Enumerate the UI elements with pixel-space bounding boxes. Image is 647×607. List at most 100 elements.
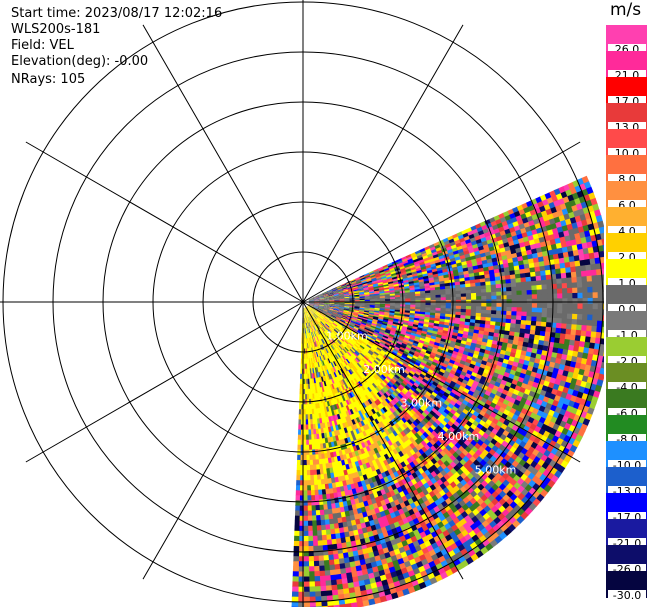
velocity-gate bbox=[357, 317, 363, 321]
velocity-gate bbox=[369, 326, 376, 331]
velocity-gate bbox=[546, 312, 553, 319]
velocity-gate bbox=[384, 269, 391, 273]
velocity-gate bbox=[558, 338, 566, 345]
velocity-gate bbox=[594, 209, 602, 218]
velocity-gate bbox=[488, 265, 495, 271]
velocity-gate bbox=[329, 304, 335, 306]
velocity-gate bbox=[434, 281, 441, 286]
velocity-gate bbox=[439, 368, 446, 374]
velocity-gate bbox=[414, 263, 421, 268]
velocity-gate bbox=[585, 264, 592, 272]
velocity-gate bbox=[323, 307, 329, 309]
velocity-gate bbox=[383, 316, 390, 320]
velocity-gate bbox=[455, 296, 462, 301]
velocity-gate bbox=[384, 332, 390, 336]
velocity-gate bbox=[328, 293, 334, 296]
velocity-gate bbox=[328, 292, 334, 295]
velocity-gate bbox=[384, 330, 391, 335]
velocity-gate bbox=[349, 295, 355, 297]
velocity-gate bbox=[318, 306, 324, 309]
velocity-gate bbox=[340, 320, 346, 324]
velocity-gate bbox=[395, 298, 401, 301]
velocity-gate bbox=[481, 306, 487, 311]
velocity-gate bbox=[548, 361, 556, 369]
velocity-gate bbox=[357, 316, 364, 320]
velocity-gate bbox=[445, 311, 452, 315]
velocity-gate bbox=[592, 303, 599, 310]
velocity-gate bbox=[308, 303, 315, 305]
velocity-gate bbox=[537, 251, 544, 259]
velocity-gate bbox=[540, 275, 547, 281]
velocity-gate bbox=[531, 294, 538, 300]
velocity-gate bbox=[561, 246, 569, 254]
velocity-gate bbox=[375, 272, 381, 277]
velocity-gate bbox=[323, 305, 330, 308]
velocity-gate bbox=[379, 292, 386, 296]
velocity-gate bbox=[382, 280, 389, 284]
velocity-gate bbox=[530, 325, 537, 331]
velocity-gate bbox=[555, 268, 562, 275]
velocity-gate bbox=[557, 348, 564, 355]
velocity-gate bbox=[559, 333, 566, 340]
velocity-gate bbox=[522, 259, 530, 266]
velocity-gate bbox=[358, 291, 365, 294]
velocity-gate bbox=[428, 343, 435, 348]
velocity-gate bbox=[337, 287, 343, 290]
velocity-gate bbox=[514, 327, 521, 334]
velocity-gate bbox=[422, 255, 429, 260]
velocity-gate bbox=[331, 315, 337, 319]
velocity-gate bbox=[353, 288, 359, 291]
velocity-gate bbox=[447, 349, 454, 355]
velocity-gate bbox=[382, 336, 388, 341]
velocity-gate bbox=[586, 275, 593, 283]
velocity-gate bbox=[346, 283, 353, 287]
velocity-gate bbox=[531, 285, 538, 291]
velocity-gate bbox=[357, 315, 364, 318]
velocity-gate bbox=[388, 319, 394, 323]
velocity-gate bbox=[543, 260, 550, 267]
velocity-gate bbox=[319, 300, 325, 302]
velocity-gate bbox=[454, 372, 461, 378]
velocity-gate bbox=[539, 265, 546, 272]
velocity-gate bbox=[572, 303, 578, 310]
velocity-gate bbox=[412, 258, 419, 263]
velocity-gate bbox=[425, 350, 432, 355]
velocity-gate bbox=[430, 352, 437, 357]
velocity-gate bbox=[352, 314, 359, 317]
velocity-gate bbox=[313, 295, 319, 298]
velocity-gate bbox=[560, 267, 567, 275]
velocity-gate bbox=[406, 256, 413, 261]
velocity-gate bbox=[333, 309, 339, 312]
velocity-gate bbox=[558, 364, 566, 371]
velocity-gate bbox=[391, 276, 398, 280]
velocity-gate bbox=[530, 243, 537, 251]
velocity-gate bbox=[480, 309, 487, 315]
velocity-gate bbox=[584, 230, 591, 238]
velocity-gate bbox=[372, 332, 379, 337]
velocity-gate bbox=[428, 243, 436, 249]
velocity-gate bbox=[458, 363, 465, 369]
velocity-gate bbox=[324, 303, 330, 305]
velocity-gate bbox=[540, 246, 548, 253]
velocity-gate bbox=[577, 298, 584, 305]
velocity-gate bbox=[318, 293, 324, 297]
velocity-gate bbox=[542, 298, 548, 304]
velocity-gate bbox=[373, 287, 380, 291]
velocity-gate bbox=[358, 290, 365, 293]
velocity-gate bbox=[506, 310, 512, 316]
velocity-gate bbox=[314, 299, 320, 301]
velocity-gate bbox=[458, 324, 465, 329]
velocity-gate bbox=[484, 324, 491, 329]
velocity-gate bbox=[318, 307, 324, 310]
velocity-gate bbox=[592, 203, 600, 212]
velocity-gate bbox=[562, 370, 570, 378]
velocity-gate bbox=[368, 288, 375, 291]
velocity-gate bbox=[387, 281, 394, 285]
velocity-gate bbox=[327, 291, 334, 294]
velocity-gate bbox=[531, 289, 538, 295]
velocity-gate bbox=[471, 296, 477, 301]
velocity-gate bbox=[308, 304, 314, 307]
velocity-gate bbox=[582, 287, 588, 294]
velocity-gate bbox=[390, 271, 397, 275]
velocity-gate bbox=[388, 333, 395, 338]
